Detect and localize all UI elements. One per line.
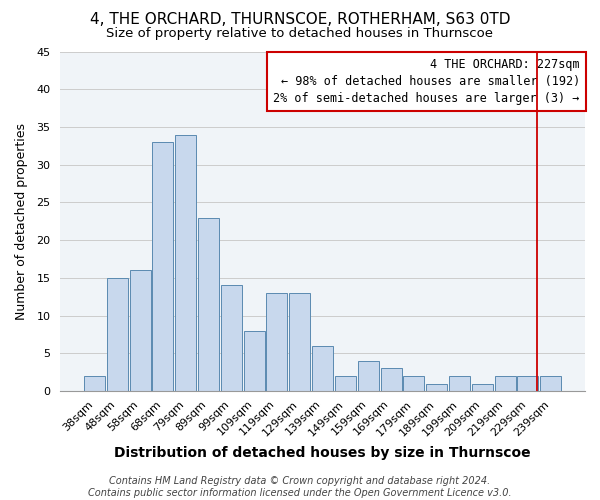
Bar — [130, 270, 151, 391]
Text: Contains HM Land Registry data © Crown copyright and database right 2024.
Contai: Contains HM Land Registry data © Crown c… — [88, 476, 512, 498]
Bar — [84, 376, 105, 391]
Bar — [540, 376, 561, 391]
Bar — [449, 376, 470, 391]
X-axis label: Distribution of detached houses by size in Thurnscoe: Distribution of detached houses by size … — [114, 446, 531, 460]
Bar — [266, 293, 287, 391]
Text: Size of property relative to detached houses in Thurnscoe: Size of property relative to detached ho… — [107, 28, 493, 40]
Bar — [472, 384, 493, 391]
Bar — [175, 134, 196, 391]
Bar — [221, 286, 242, 391]
Bar — [289, 293, 310, 391]
Bar — [517, 376, 538, 391]
Bar — [152, 142, 173, 391]
Bar — [198, 218, 219, 391]
Bar — [335, 376, 356, 391]
Text: 4 THE ORCHARD: 227sqm
← 98% of detached houses are smaller (192)
2% of semi-deta: 4 THE ORCHARD: 227sqm ← 98% of detached … — [274, 58, 580, 106]
Bar — [107, 278, 128, 391]
Bar — [426, 384, 447, 391]
Y-axis label: Number of detached properties: Number of detached properties — [15, 123, 28, 320]
Bar — [403, 376, 424, 391]
Bar — [494, 376, 515, 391]
Bar — [358, 361, 379, 391]
Bar — [244, 330, 265, 391]
Bar — [312, 346, 333, 391]
Text: 4, THE ORCHARD, THURNSCOE, ROTHERHAM, S63 0TD: 4, THE ORCHARD, THURNSCOE, ROTHERHAM, S6… — [90, 12, 510, 28]
Bar — [380, 368, 401, 391]
